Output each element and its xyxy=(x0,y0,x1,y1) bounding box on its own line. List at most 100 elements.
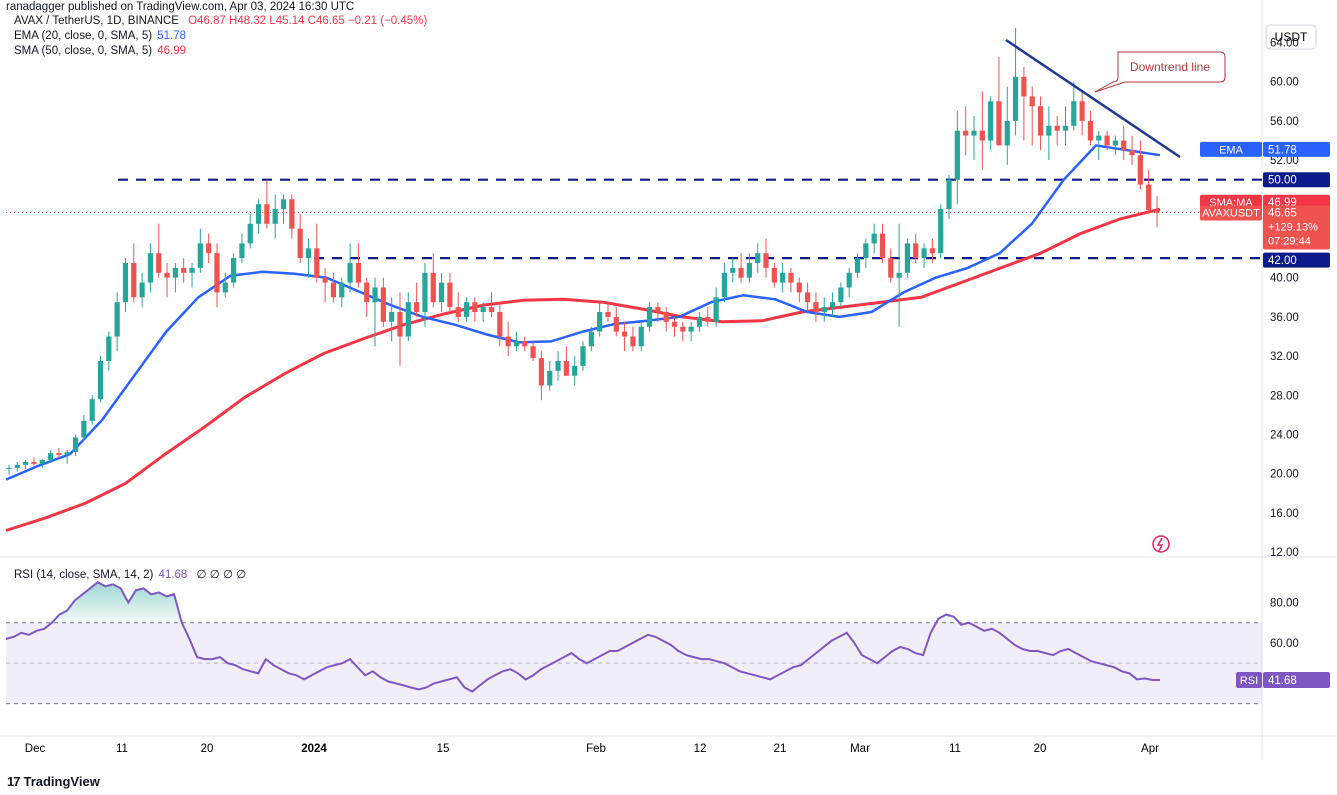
rsi-overbought-fill xyxy=(6,582,1160,623)
candle xyxy=(1146,169,1152,214)
candle-body xyxy=(330,282,337,298)
candle-body xyxy=(56,453,62,456)
candle xyxy=(1079,91,1085,136)
candle xyxy=(730,258,736,283)
legend-ema-value: 51.78 xyxy=(157,30,187,42)
rsi-badge-label: RSI xyxy=(1240,675,1258,687)
candle-body xyxy=(913,243,919,259)
candle-body xyxy=(14,464,20,468)
candle xyxy=(380,277,386,327)
time-tick-label: Apr xyxy=(1141,743,1159,755)
rsi-badge-value: 41.68 xyxy=(1268,675,1297,687)
candle xyxy=(56,448,62,459)
candle-body xyxy=(780,272,786,283)
candle-body xyxy=(996,101,1002,146)
candle xyxy=(771,263,777,288)
rsi-tick-label: 60.00 xyxy=(1270,638,1299,650)
price-badge-value-box xyxy=(1263,205,1330,250)
candle-body xyxy=(422,272,428,312)
candle-body xyxy=(988,101,994,141)
candle-body xyxy=(929,248,935,254)
candle-body xyxy=(480,307,486,312)
candle-body xyxy=(289,199,295,229)
candle xyxy=(563,346,569,376)
candle xyxy=(447,272,453,312)
candle-body xyxy=(1112,140,1119,146)
candle-body xyxy=(247,223,253,244)
candle-body xyxy=(572,365,578,376)
candle xyxy=(1071,81,1077,131)
candle xyxy=(763,238,769,278)
candle-body xyxy=(1137,155,1143,185)
candle xyxy=(414,282,420,317)
candle-body xyxy=(1096,135,1102,141)
candle xyxy=(480,302,486,322)
currency-text: USDT xyxy=(1275,30,1308,44)
candle xyxy=(280,194,287,224)
candle-body xyxy=(239,243,245,259)
candle xyxy=(829,292,836,317)
candle-body xyxy=(372,287,378,303)
candle-body xyxy=(389,312,395,322)
candle-body xyxy=(189,267,195,273)
candle-body xyxy=(1054,125,1060,131)
candle-body xyxy=(147,253,154,283)
candle xyxy=(522,336,528,352)
candle xyxy=(904,238,911,278)
candle xyxy=(954,111,960,205)
legend-rsi-label: RSI (14, close, SMA, 14, 2) xyxy=(14,569,154,581)
rsi-tick-label: 80.00 xyxy=(1270,597,1299,609)
candle xyxy=(23,459,29,469)
candle xyxy=(755,243,761,273)
candle-body xyxy=(181,267,187,273)
candle xyxy=(131,243,137,303)
candle-body xyxy=(1129,150,1135,156)
candle xyxy=(963,106,969,156)
legend-ema-label: EMA (20, close, 0, SMA, 5) xyxy=(14,30,153,42)
candle-body xyxy=(497,312,503,337)
candle-body xyxy=(106,336,112,361)
candle-body xyxy=(805,292,811,303)
candle xyxy=(813,292,819,322)
rsi-axis: 80.00 60.00 xyxy=(1270,597,1299,649)
candle-body xyxy=(64,452,70,456)
price-tick-label: 60.00 xyxy=(1270,77,1299,89)
candle xyxy=(247,214,253,249)
candle xyxy=(339,277,345,308)
price-tick-label: 64.00 xyxy=(1270,38,1299,50)
candle-body xyxy=(488,307,495,312)
ema-badge-label-box xyxy=(1200,141,1262,157)
candle xyxy=(106,331,112,371)
level-low-badge-value: 42.00 xyxy=(1268,255,1297,267)
candle xyxy=(621,321,628,352)
level-high-badge-value: 50.00 xyxy=(1268,175,1297,187)
candle-body xyxy=(963,130,969,136)
candle xyxy=(214,243,220,308)
candle xyxy=(671,316,678,337)
support-resistance-levels xyxy=(118,178,1262,260)
candle xyxy=(156,223,162,278)
candle-body xyxy=(771,267,777,283)
candle-body xyxy=(1079,101,1085,121)
candle-body xyxy=(264,204,270,224)
candle xyxy=(979,91,985,170)
candle xyxy=(863,238,869,268)
candle-body xyxy=(214,253,220,293)
price-tick-label: 12.00 xyxy=(1270,547,1299,559)
ema-badge-value-box xyxy=(1263,141,1330,157)
candle xyxy=(854,253,861,278)
candle-body xyxy=(904,243,911,273)
lightning-icon-circle xyxy=(1152,535,1170,553)
time-tick-label: 20 xyxy=(1034,743,1047,755)
candle xyxy=(81,414,87,441)
candle xyxy=(206,233,212,263)
level-low-badge: 42.00 xyxy=(1263,252,1330,268)
time-tick-label: Dec xyxy=(25,743,46,755)
candle xyxy=(1129,135,1135,165)
legend-rsi-row: RSI (14, close, SMA, 14, 2) 41.68 ∅ ∅ ∅ … xyxy=(14,567,246,581)
candle xyxy=(663,307,669,332)
candle xyxy=(1029,86,1035,146)
candle xyxy=(264,179,270,229)
candle-body xyxy=(380,287,386,322)
